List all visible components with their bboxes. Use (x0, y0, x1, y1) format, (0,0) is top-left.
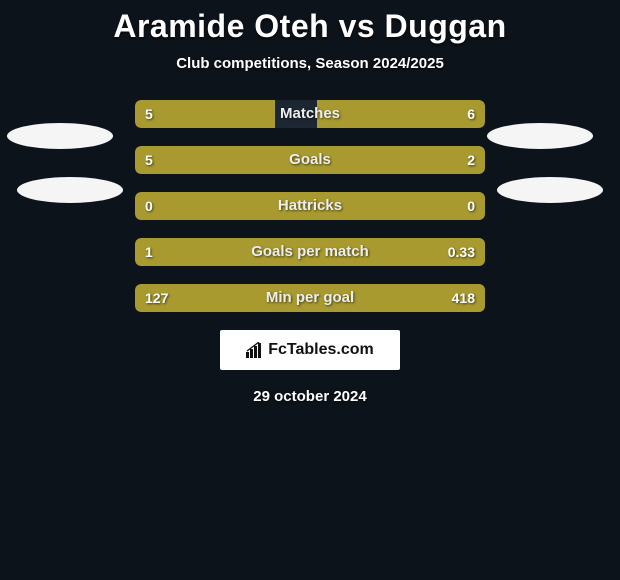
stat-row: 0Hattricks0 (135, 192, 485, 220)
brand-logo-text: FcTables.com (246, 341, 374, 359)
stat-row: 127Min per goal418 (135, 284, 485, 312)
page-title: Aramide Oteh vs Duggan (0, 0, 620, 45)
stat-row: 5Matches6 (135, 100, 485, 128)
stat-value-right: 0 (467, 192, 475, 220)
chart-icon (246, 342, 264, 358)
stat-label: Hattricks (135, 192, 485, 220)
stat-value-right: 0.33 (448, 238, 475, 266)
stat-row: 1Goals per match0.33 (135, 238, 485, 266)
team-badge (17, 177, 123, 203)
subtitle: Club competitions, Season 2024/2025 (0, 55, 620, 72)
team-badge (497, 177, 603, 203)
comparison-card: Aramide Oteh vs Duggan Club competitions… (0, 0, 620, 405)
stat-value-right: 6 (467, 100, 475, 128)
stat-row: 5Goals2 (135, 146, 485, 174)
stat-value-right: 418 (452, 284, 475, 312)
team-badge (487, 123, 593, 149)
stat-label: Min per goal (135, 284, 485, 312)
stat-label: Goals (135, 146, 485, 174)
brand-text: FcTables.com (268, 341, 374, 359)
date-line: 29 october 2024 (0, 388, 620, 405)
stat-label: Matches (135, 100, 485, 128)
team-badge (7, 123, 113, 149)
brand-logo[interactable]: FcTables.com (220, 330, 400, 370)
stat-label: Goals per match (135, 238, 485, 266)
stat-value-right: 2 (467, 146, 475, 174)
